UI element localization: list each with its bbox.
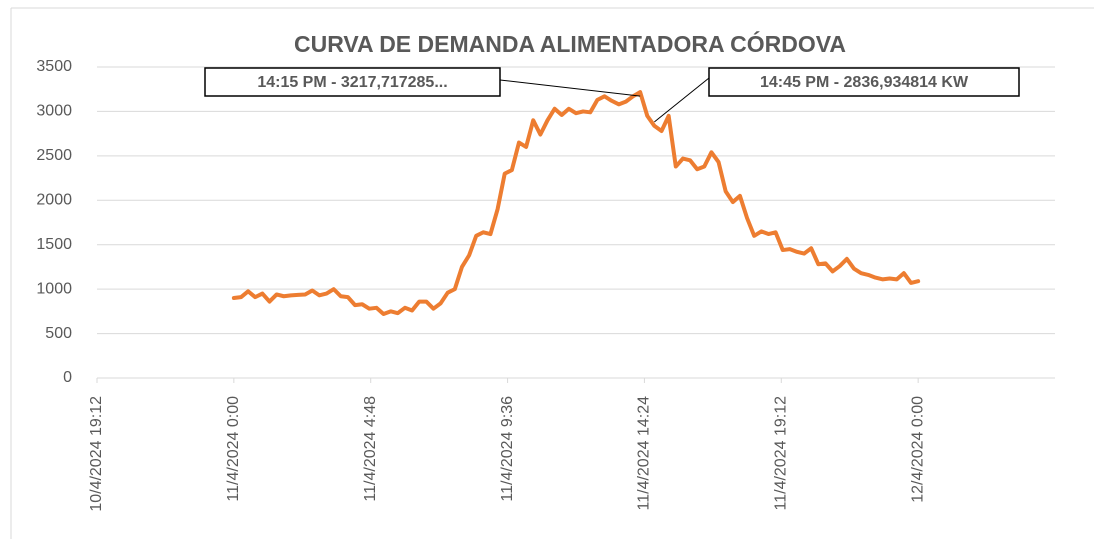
y-tick-label: 2000 (36, 192, 72, 209)
y-tick-label: 1000 (36, 280, 72, 297)
x-tick-label: 12/4/2024 0:00 (909, 396, 926, 503)
y-tick-label: 0 (63, 369, 72, 386)
y-tick-label: 3500 (36, 58, 72, 75)
callout-box (204, 67, 501, 97)
callout-leader (499, 79, 641, 97)
x-tick-label: 11/4/2024 0:00 (225, 396, 242, 502)
x-tick-label: 11/4/2024 9:36 (499, 396, 516, 502)
y-tick-label: 500 (45, 325, 72, 342)
data-label: 14:15 PM - 3217,717285... (257, 74, 447, 91)
x-tick-label: 11/4/2024 4:48 (362, 396, 379, 502)
y-tick-label: 3000 (36, 103, 72, 120)
demand-line (231, 90, 921, 317)
x-tick-label: 11/4/2024 14:24 (636, 396, 653, 511)
data-label: 14:45 PM - 2836,934814 KW (760, 74, 969, 91)
y-tick-label: 1500 (36, 236, 72, 253)
x-tick-label: 10/4/2024 19:12 (88, 396, 105, 512)
chart-title: CURVA DE DEMANDA ALIMENTADORA CÓRDOVA (294, 30, 846, 57)
callout-leader (654, 77, 710, 123)
callout-box (708, 67, 1020, 97)
x-tick-label: 11/4/2024 19:12 (773, 396, 790, 511)
y-tick-label: 2500 (36, 147, 72, 164)
